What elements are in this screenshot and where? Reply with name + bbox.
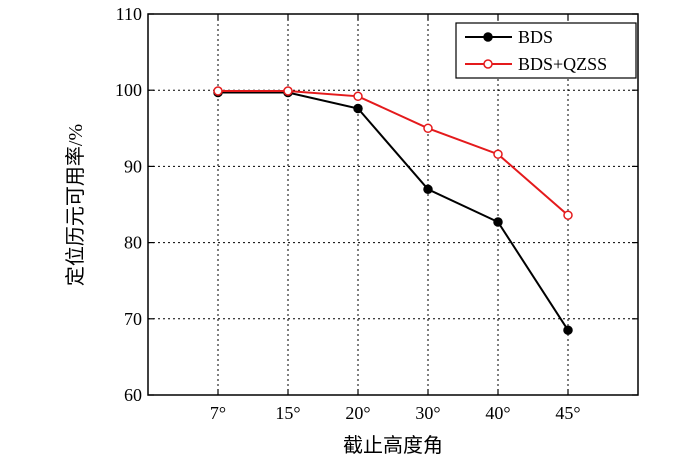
x-tick-label: 20° xyxy=(345,403,370,423)
series-layer xyxy=(213,86,573,335)
data-point xyxy=(563,210,573,220)
data-point xyxy=(213,86,223,96)
data-point xyxy=(423,123,433,134)
data-point xyxy=(493,217,503,227)
data-point xyxy=(353,103,363,114)
series-line xyxy=(218,90,569,216)
y-tick-label: 90 xyxy=(124,156,142,176)
legend-box xyxy=(455,22,637,79)
y-tick-label: 60 xyxy=(124,385,142,405)
legend-label-bds: BDS xyxy=(518,27,553,47)
data-point xyxy=(283,86,293,96)
data-point xyxy=(493,149,503,159)
y-axis-title: 定位历元可用率/% xyxy=(64,124,87,286)
y-tick-label: 70 xyxy=(124,309,142,329)
legend-label-bds-qzss: BDS+QZSS xyxy=(518,54,607,74)
series-bds xyxy=(213,87,573,335)
legend-marker-bds xyxy=(483,32,493,42)
data-point xyxy=(423,184,433,195)
x-tick-label: 30° xyxy=(415,403,440,423)
plot-frame xyxy=(147,13,639,396)
x-tick-label: 7° xyxy=(210,403,226,423)
series-line xyxy=(218,91,569,331)
legend: BDS BDS+QZSS xyxy=(455,22,637,79)
x-tick-label: 15° xyxy=(275,403,300,423)
series-bds-qzss xyxy=(213,86,573,220)
data-point xyxy=(563,325,573,335)
x-tick-label: 40° xyxy=(485,403,510,423)
y-tick-label: 110 xyxy=(116,4,142,24)
x-axis-title: 截止高度角 xyxy=(343,434,443,457)
x-tick-label: 45° xyxy=(555,403,580,423)
data-point xyxy=(353,91,363,102)
y-tick-label: 80 xyxy=(124,233,142,253)
legend-marker-bds-qzss xyxy=(483,59,493,69)
y-tick-label: 100 xyxy=(115,80,142,100)
axis-ticks: 60 70 80 90 100 110 7° 15° 20° 30° 40° 45° xyxy=(115,4,638,423)
